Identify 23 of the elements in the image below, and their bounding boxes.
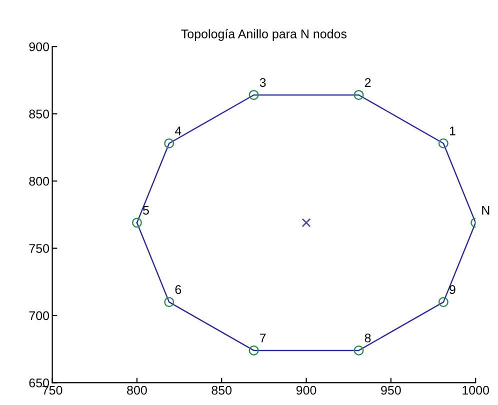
y-tick-label: 900 [29, 42, 50, 52]
annotation: 7 [260, 334, 266, 342]
y-tick-label: 750 [29, 244, 50, 253]
y-tick-label: 650 [29, 378, 50, 388]
x-tick-label: 1000 [462, 386, 490, 395]
y-tick-label: 850 [29, 110, 50, 118]
annotation: 3 [260, 78, 266, 87]
x-tick-label: 900 [296, 386, 316, 395]
annotation: 6 [175, 285, 182, 294]
chart-title: Topología Anillo para N nodos [181, 29, 347, 41]
annotation: 9 [450, 285, 456, 294]
annotation: N [482, 206, 490, 215]
annotation: 5 [143, 206, 149, 215]
y-tick-label: 800 [29, 176, 50, 186]
x-tick-label: 750 [42, 386, 62, 395]
x-tick-label: 950 [381, 386, 401, 395]
annotation: 2 [364, 78, 371, 87]
annotation: 1 [450, 126, 456, 136]
y-tick-label: 700 [29, 311, 50, 320]
annotation: 8 [364, 334, 371, 342]
x-tick-label: 850 [212, 386, 232, 395]
annotation: 4 [174, 126, 182, 136]
x-tick-label: 800 [127, 386, 147, 395]
